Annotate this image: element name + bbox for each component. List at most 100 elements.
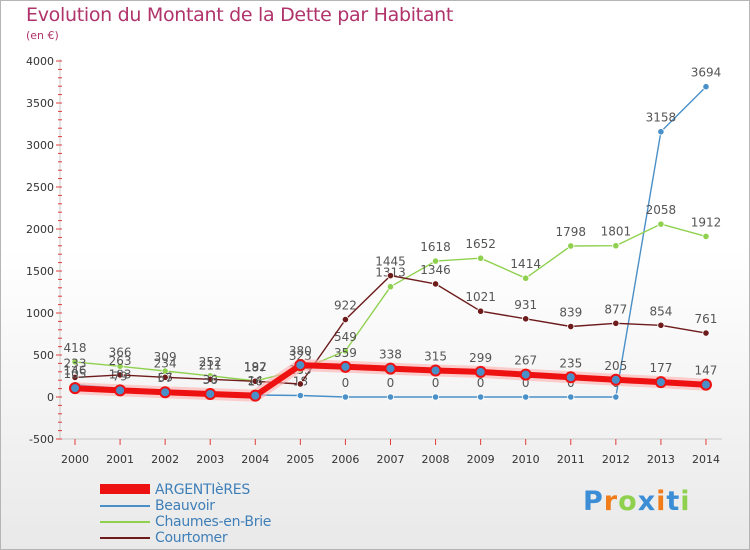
data-label-argenti-res: 235	[559, 356, 582, 370]
data-point-beauvoir	[657, 128, 665, 136]
data-label-chaumes-en-brie: 549	[334, 330, 357, 344]
data-point-courtomer	[522, 315, 530, 323]
data-point-courtomer	[431, 280, 440, 288]
data-label-courtomer: 839	[559, 306, 582, 320]
y-tick-label: 2500	[26, 181, 54, 194]
data-point-argenti-res	[384, 362, 397, 375]
y-tick-label: 3000	[26, 139, 54, 152]
data-label-courtomer: 931	[514, 298, 537, 312]
data-label-courtomer: 877	[604, 302, 627, 316]
data-label-beauvoir: 0	[477, 376, 485, 390]
data-point-argenti-res	[609, 373, 622, 386]
data-point-argenti-res	[519, 368, 532, 381]
data-label-chaumes-en-brie: 1414	[510, 257, 541, 271]
data-point-argenti-res	[204, 387, 217, 400]
x-tick-label: 2001	[106, 453, 134, 466]
data-label-argenti-res: 267	[514, 354, 537, 368]
data-label-courtomer: 263	[109, 354, 132, 368]
data-label-chaumes-en-brie: 1912	[691, 215, 722, 229]
y-tick-label: 500	[33, 349, 54, 362]
data-point-beauvoir	[477, 393, 485, 401]
data-point-chaumes-en-brie	[522, 274, 530, 282]
data-label-argenti-res: 16	[248, 375, 263, 389]
logo-letter: t	[666, 486, 681, 517]
data-label-chaumes-en-brie: 418	[64, 341, 87, 355]
legend-label-beauvoir: Beauvoir	[155, 498, 215, 514]
y-tick-label: 0	[47, 391, 54, 404]
data-point-courtomer	[116, 371, 124, 379]
logo-letter: o	[618, 486, 638, 517]
data-point-courtomer	[71, 373, 79, 382]
data-label-courtomer: 233	[64, 356, 87, 370]
data-label-argenti-res: 338	[379, 348, 402, 362]
logo-letter: x	[637, 486, 657, 517]
data-point-courtomer	[296, 380, 304, 388]
logo-letter: P	[583, 486, 604, 517]
data-point-beauvoir	[386, 393, 395, 401]
data-label-beauvoir: 0	[432, 376, 440, 390]
legend-label-chaumes: Chaumes-en-Brie	[155, 514, 272, 530]
data-point-courtomer	[567, 322, 575, 331]
data-point-courtomer	[702, 329, 710, 337]
data-label-beauvoir: 3694	[691, 66, 722, 80]
data-point-chaumes-en-brie	[386, 283, 395, 291]
data-label-chaumes-en-brie: 192	[244, 360, 267, 374]
data-point-courtomer	[161, 373, 169, 381]
data-point-chaumes-en-brie	[116, 362, 124, 370]
data-point-courtomer	[341, 315, 350, 324]
data-point-argenti-res	[339, 360, 352, 373]
x-tick-label: 2012	[602, 453, 630, 466]
data-point-beauvoir	[612, 393, 620, 401]
logo-letter: r	[603, 486, 619, 517]
data-label-chaumes-en-brie: 366	[109, 345, 132, 359]
data-point-chaumes-en-brie	[612, 242, 620, 250]
data-point-chaumes-en-brie	[657, 220, 665, 228]
data-point-beauvoir	[431, 393, 440, 401]
x-tick-label: 2013	[647, 453, 675, 466]
legend-swatch-chaumes	[100, 521, 150, 523]
legend-label-argentieres: ARGENTIèRES	[155, 482, 250, 498]
data-point-argenti-res	[429, 364, 442, 377]
x-tick-label: 2003	[196, 453, 224, 466]
data-label-argenti-res: 380	[289, 344, 312, 358]
x-tick-label: 2004	[241, 453, 269, 466]
data-point-courtomer	[657, 321, 665, 329]
data-label-chaumes-en-brie: 1652	[465, 237, 496, 251]
logo-letter: i	[680, 486, 691, 517]
data-label-beauvoir: 0	[342, 376, 350, 390]
data-label-argenti-res: 57	[157, 371, 172, 385]
data-label-argenti-res: 359	[334, 346, 357, 360]
data-point-argenti-res	[654, 376, 667, 389]
data-label-argenti-res: 205	[604, 359, 627, 373]
data-point-beauvoir	[522, 393, 530, 401]
y-tick-label: 3500	[26, 97, 54, 110]
data-point-beauvoir	[567, 393, 575, 401]
x-tick-label: 2006	[331, 453, 359, 466]
x-tick-label: 2002	[151, 453, 179, 466]
x-tick-label: 2008	[422, 453, 450, 466]
data-point-beauvoir	[296, 391, 304, 400]
x-tick-label: 2009	[467, 453, 495, 466]
data-point-beauvoir	[702, 83, 710, 91]
data-label-courtomer: 1445	[375, 255, 406, 269]
y-tick-label: 2000	[26, 223, 54, 236]
y-tick-label: 1500	[26, 265, 54, 278]
proxiti-logo: Proxiti	[583, 486, 691, 517]
y-tick-label: 1000	[26, 307, 54, 320]
data-point-beauvoir	[341, 393, 350, 401]
data-label-argenti-res: 36	[203, 373, 218, 387]
data-label-courtomer: 187	[244, 360, 267, 374]
chart-subtitle: (en €)	[26, 29, 59, 42]
data-label-chaumes-en-brie: 1798	[555, 225, 586, 239]
data-label-courtomer: 234	[154, 356, 177, 370]
data-label-courtomer: 1021	[465, 290, 496, 304]
data-point-chaumes-en-brie	[71, 358, 79, 366]
data-label-chaumes-en-brie: 1801	[601, 225, 632, 239]
data-label-courtomer: 211	[199, 358, 222, 372]
x-tick-label: 2014	[692, 453, 720, 466]
data-label-courtomer: 922	[334, 299, 357, 313]
data-point-argenti-res	[294, 359, 307, 372]
data-label-chaumes-en-brie: 309	[154, 350, 177, 364]
data-label-argenti-res: 177	[649, 361, 672, 375]
